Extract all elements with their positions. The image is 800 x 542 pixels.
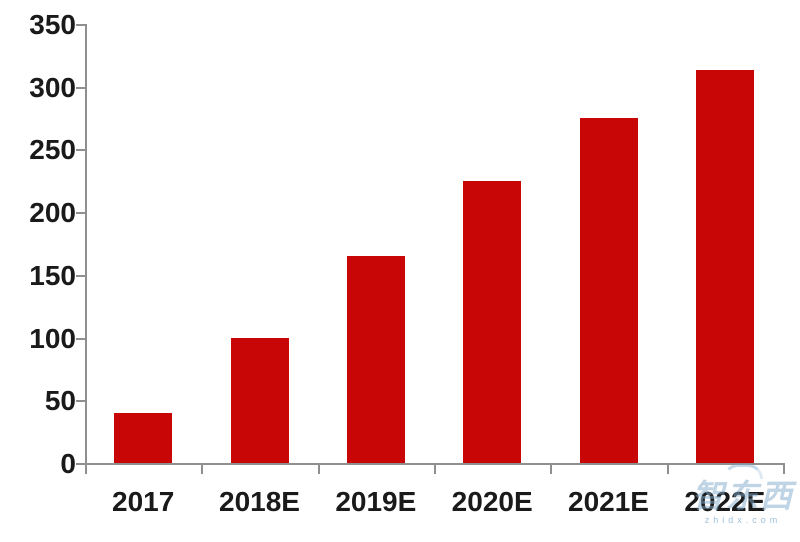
- x-tick: [783, 465, 785, 474]
- x-axis-line: [85, 463, 785, 465]
- bar-2019E: [346, 256, 405, 463]
- y-axis-label: 100: [29, 322, 76, 354]
- y-axis-label: 250: [29, 134, 76, 166]
- y-axis-label: 150: [29, 259, 76, 291]
- bar-2020E: [463, 180, 522, 463]
- x-tick: [550, 465, 553, 474]
- y-tick: [76, 212, 85, 215]
- y-tick: [76, 149, 85, 152]
- y-axis-label: 200: [29, 197, 76, 229]
- x-tick: [85, 465, 87, 474]
- bar-2021E: [579, 118, 638, 463]
- y-tick: [76, 337, 85, 340]
- y-axis-label: 50: [44, 385, 76, 417]
- bar-2017: [114, 412, 173, 463]
- bar-2018E: [230, 337, 289, 463]
- x-axis-label: 2021E: [568, 486, 649, 517]
- x-tick: [666, 465, 669, 474]
- x-tick: [434, 465, 436, 474]
- y-tick: [76, 86, 85, 89]
- y-axis-label: 300: [29, 71, 76, 103]
- x-axis-label: 2020E: [451, 486, 533, 517]
- x-axis-label: 2022E: [684, 486, 766, 517]
- x-axis-label: 2018E: [219, 486, 300, 517]
- y-tick: [76, 463, 85, 465]
- x-axis-label: 2019E: [335, 486, 417, 517]
- y-tick: [76, 274, 85, 277]
- y-axis-label: 350: [29, 9, 76, 40]
- x-tick: [317, 465, 320, 474]
- y-axis-label: 0: [60, 448, 76, 479]
- x-tick: [201, 465, 204, 474]
- y-tick: [76, 24, 85, 26]
- y-tick: [76, 400, 85, 403]
- bar-2022E: [695, 70, 754, 463]
- x-axis-label: 2017: [112, 486, 175, 517]
- y-axis-line: [85, 24, 87, 465]
